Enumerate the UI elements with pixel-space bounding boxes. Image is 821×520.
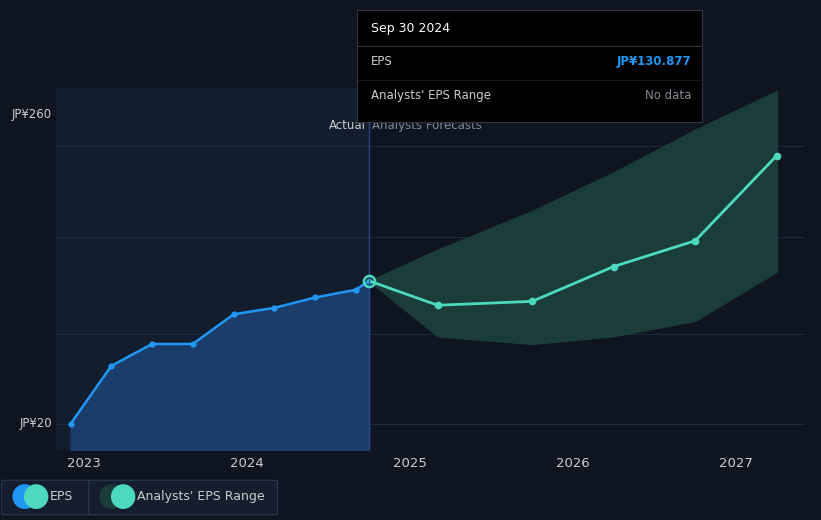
Ellipse shape xyxy=(25,485,48,509)
Ellipse shape xyxy=(112,485,135,509)
FancyBboxPatch shape xyxy=(89,480,277,515)
Ellipse shape xyxy=(13,485,36,509)
Text: JP¥130.877: JP¥130.877 xyxy=(617,55,691,68)
Text: No data: No data xyxy=(645,88,691,102)
Text: Analysts Forecasts: Analysts Forecasts xyxy=(372,120,482,133)
Ellipse shape xyxy=(100,485,123,509)
Bar xyxy=(56,88,369,450)
Text: EPS: EPS xyxy=(49,490,72,503)
FancyBboxPatch shape xyxy=(2,480,96,515)
Text: EPS: EPS xyxy=(371,55,392,68)
Text: Sep 30 2024: Sep 30 2024 xyxy=(371,21,450,34)
Text: Analysts' EPS Range: Analysts' EPS Range xyxy=(371,88,491,102)
Text: JP¥20: JP¥20 xyxy=(20,418,52,431)
Text: Analysts' EPS Range: Analysts' EPS Range xyxy=(137,490,264,503)
Text: JP¥260: JP¥260 xyxy=(12,108,52,121)
Text: Actual: Actual xyxy=(328,120,366,133)
